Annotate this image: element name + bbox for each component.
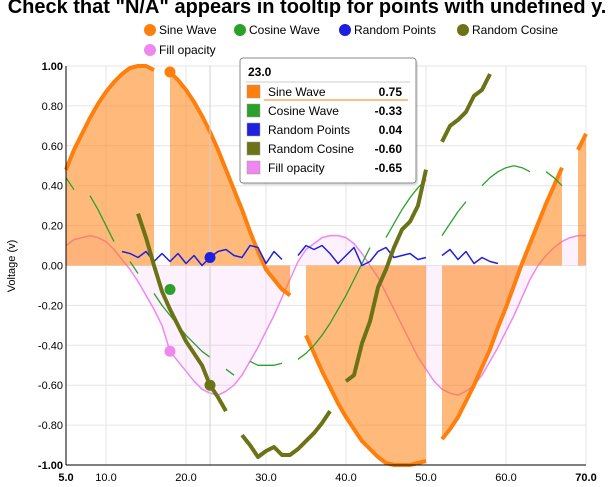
tooltip-series-name: Cosine Wave [268, 104, 339, 118]
y-tick-label: -0.60 [38, 380, 63, 392]
tooltip-swatch [246, 160, 261, 175]
area-segment [306, 265, 426, 465]
series-random-points [121, 244, 499, 267]
y-tick-label: -0.20 [38, 300, 63, 312]
highlight-point-cosine-wave [164, 283, 176, 295]
legend-label: Random Points [354, 23, 436, 37]
line-segment [121, 244, 283, 267]
legend-item-cosine-wave[interactable]: Cosine Wave [234, 23, 320, 37]
y-tick-label: 0.60 [42, 141, 63, 153]
line-segment [440, 73, 492, 143]
line-segment [240, 409, 332, 459]
legend-item-fill-opacity[interactable]: Fill opacity [144, 43, 216, 57]
line-segment [545, 171, 563, 187]
tooltip-series-name: Random Points [268, 123, 350, 137]
line-segment [89, 195, 115, 242]
tooltip-series-name: Random Cosine [268, 142, 354, 156]
tooltip-row-cosine-wave: Cosine Wave -0.33 [246, 103, 403, 118]
tooltip-series-name: Sine Wave [268, 85, 326, 99]
x-tick-label: 10.0 [95, 472, 116, 484]
legend-label: Sine Wave [159, 23, 217, 37]
line-segment [344, 169, 428, 383]
y-tick-label: 0.80 [42, 101, 63, 113]
line-segment [576, 132, 588, 151]
tooltip-row-fill-opacity: Fill opacity -0.65 [246, 160, 403, 175]
line-segment [129, 261, 139, 274]
legend-label: Fill opacity [159, 43, 216, 57]
x-tick-label: 30.0 [255, 472, 276, 484]
legend-item-sine-wave[interactable]: Sine Wave [144, 23, 217, 37]
x-tick-label: 40.0 [335, 472, 356, 484]
legend-label: Cosine Wave [249, 23, 320, 37]
line-segment [297, 244, 427, 267]
tooltip-series-name: Fill opacity [268, 161, 325, 175]
tooltip-series-value: 0.75 [379, 85, 403, 99]
line-segment [225, 368, 235, 376]
y-tick-label: 0.40 [42, 181, 63, 193]
highlight-point-random-cosine [204, 379, 216, 391]
legend-marker [144, 24, 156, 36]
y-tick-label: 1.00 [42, 61, 63, 73]
x-tick-label: 60.0 [495, 472, 516, 484]
line-segment [481, 165, 531, 187]
tooltip-row-random-points: Random Points 0.04 [246, 122, 403, 137]
x-tick-label: 70.0 [575, 472, 596, 484]
area-segment [66, 66, 154, 266]
chart-title: Check that "N/A" appears in tooltip for … [8, 0, 607, 18]
line-segment [65, 234, 586, 396]
tooltip-swatch [246, 122, 261, 137]
highlight-point-sine-wave [164, 66, 176, 78]
legend-label: Random Cosine [472, 23, 558, 37]
y-tick-label: -0.40 [38, 340, 63, 352]
line-segment [65, 177, 75, 191]
tooltip-swatch [246, 103, 261, 118]
legend-marker [339, 24, 351, 36]
tooltip-title: 23.0 [248, 65, 272, 79]
tooltip-series-value: 0.04 [379, 123, 403, 137]
legend-item-random-cosine[interactable]: Random Cosine [457, 23, 558, 37]
line-segment [441, 248, 499, 265]
y-tick-label: 0.20 [42, 221, 63, 233]
line-segment [385, 179, 427, 238]
x-tick-label: 5.0 [58, 472, 73, 484]
y-axis-label: Voltage (v) [6, 240, 18, 293]
tooltip-row-random-cosine: Random Cosine -0.60 [246, 141, 403, 156]
tooltip-box [239, 57, 417, 184]
legend-marker [144, 44, 156, 56]
plot-area[interactable] [64, 64, 588, 467]
series-cosine-wave [65, 165, 563, 376]
x-tick-label: 20.0 [175, 472, 196, 484]
line-segment [440, 166, 564, 441]
series-sine-wave [64, 64, 588, 467]
tooltip-swatch [246, 84, 261, 99]
highlight-point-fill-opacity [164, 345, 176, 357]
axes: 1.00 0.80 0.60 0.40 0.20 0.00 -0.20 -0.40 -0.60 -… [38, 61, 597, 484]
y-tick-label: 0.00 [42, 261, 63, 273]
legend-marker [234, 24, 246, 36]
line-segment [64, 64, 155, 171]
legend-item-random-points[interactable]: Random Points [339, 23, 436, 37]
line-segment [249, 360, 283, 366]
area-segment [442, 167, 562, 440]
area-segment [578, 133, 586, 266]
y-tick-label: -1.00 [38, 460, 63, 472]
line-segment [168, 70, 292, 297]
line-segment [297, 247, 371, 360]
tooltip: 23.0 Sine Wave 0.75 Cosine Wave -0.33 Random … [239, 57, 418, 185]
x-tick-label: 50.0 [415, 472, 436, 484]
highlight-point-random-points [204, 252, 216, 264]
legend-marker [457, 24, 469, 36]
y-tick-label: -0.80 [38, 420, 63, 432]
legend[interactable]: Sine Wave Cosine Wave Random Points Random … [144, 23, 558, 57]
tooltip-series-value: -0.33 [375, 104, 403, 118]
tooltip-swatch [246, 141, 261, 156]
tooltip-series-value: -0.65 [375, 161, 403, 175]
tooltip-row-sine-wave: Sine Wave 0.75 [246, 84, 408, 101]
line-segment [441, 201, 467, 236]
tooltip-series-value: -0.60 [375, 142, 403, 156]
